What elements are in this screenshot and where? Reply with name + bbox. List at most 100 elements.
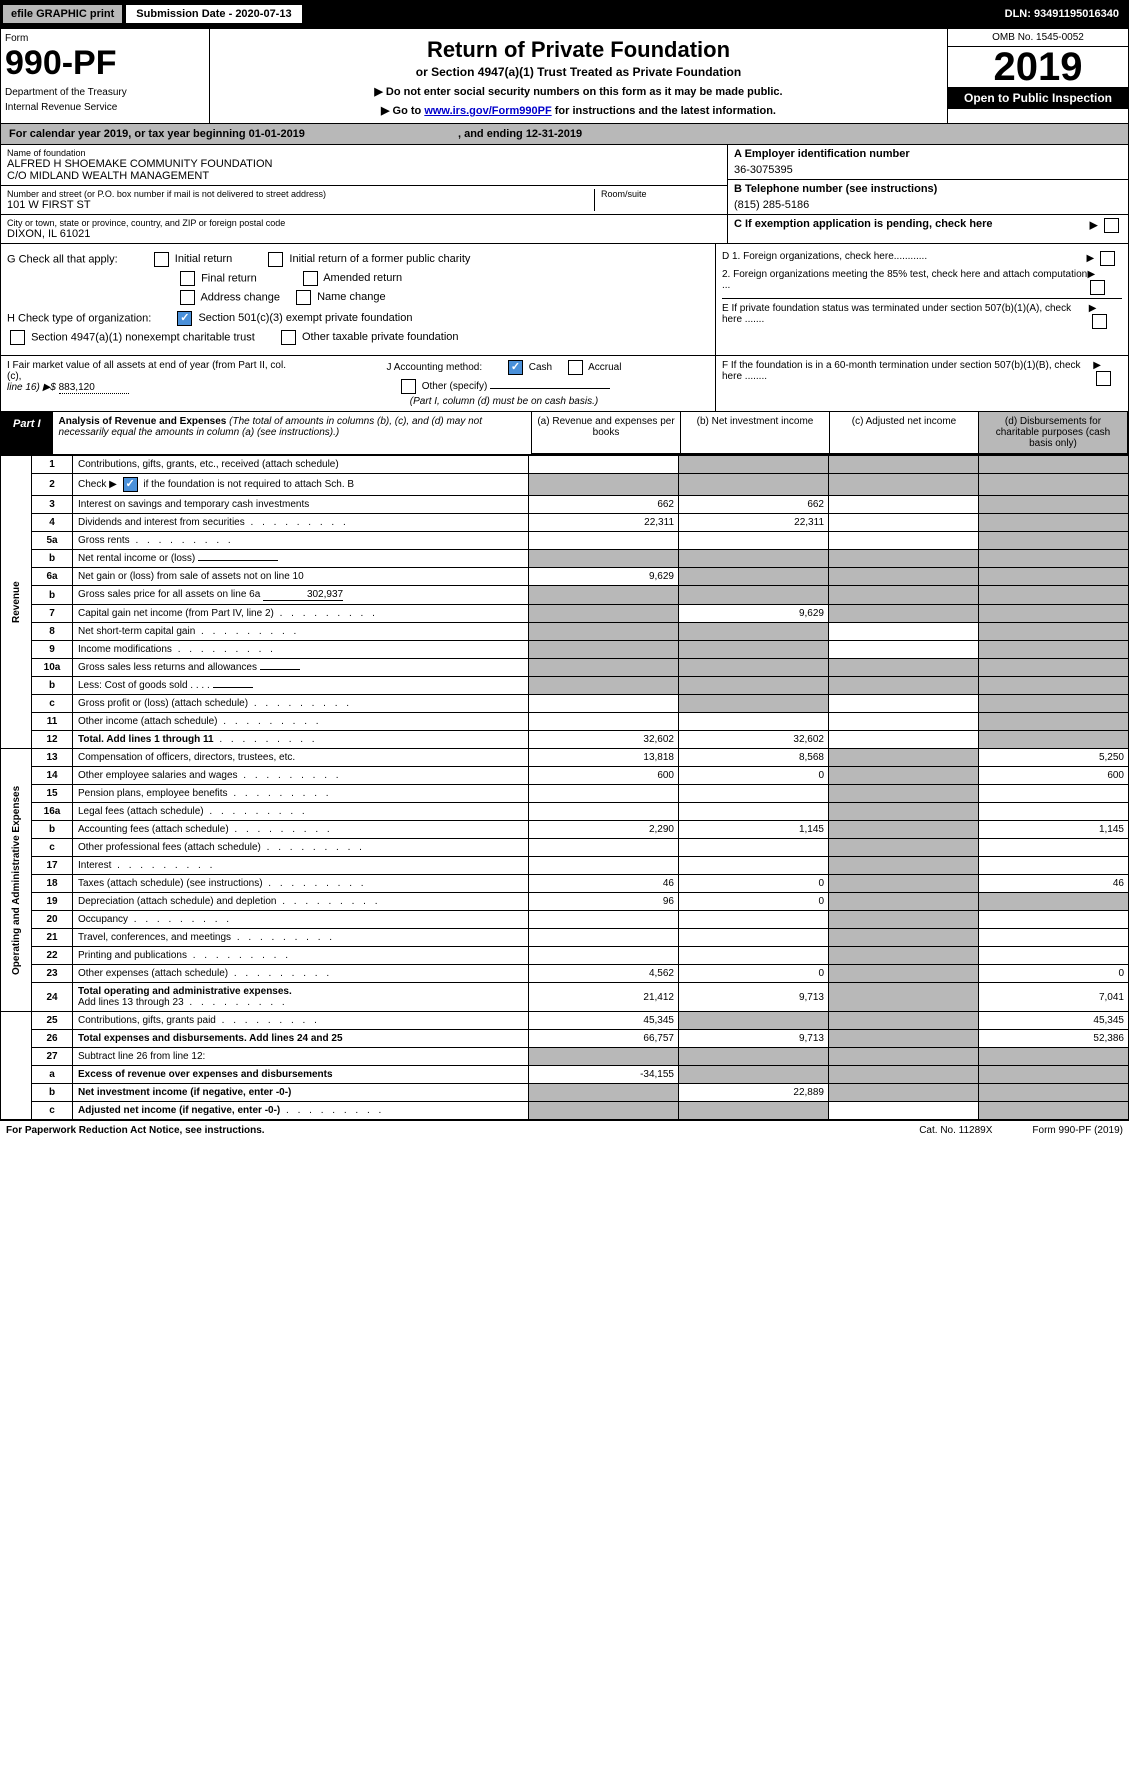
amt-b: 0	[679, 965, 829, 983]
irs-link[interactable]: www.irs.gov/Form990PF	[424, 105, 551, 117]
row-desc: Less: Cost of goods sold . . . .	[73, 677, 529, 695]
amt-a: 45,345	[529, 1012, 679, 1030]
row-desc: Occupancy	[73, 911, 529, 929]
row-num: 14	[32, 767, 73, 785]
row-desc: Net investment income (if negative, ente…	[73, 1084, 529, 1102]
row-num: 24	[32, 983, 73, 1012]
amt-b: 22,889	[679, 1084, 829, 1102]
g-name-checkbox[interactable]	[296, 290, 311, 305]
row-desc: Gross sales price for all assets on line…	[73, 586, 529, 605]
amt-b: 662	[679, 496, 829, 514]
g-label: G Check all that apply:	[7, 253, 118, 265]
amt-b: 9,713	[679, 983, 829, 1012]
row-num: 26	[32, 1030, 73, 1048]
amt-a: 22,311	[529, 514, 679, 532]
row-desc: Total expenses and disbursements. Add li…	[73, 1030, 529, 1048]
top-bar: efile GRAPHIC print Submission Date - 20…	[0, 0, 1129, 28]
amt-a: 2,290	[529, 821, 679, 839]
open-public: Open to Public Inspection	[948, 87, 1128, 109]
form-title: Return of Private Foundation	[216, 37, 941, 63]
amt-a: 9,629	[529, 568, 679, 586]
h-other-checkbox[interactable]	[281, 330, 296, 345]
instruction-2: ▶ Go to www.irs.gov/Form990PF for instru…	[216, 104, 941, 117]
amt-b: 0	[679, 767, 829, 785]
row-desc: Gross sales less returns and allowances	[73, 659, 529, 677]
amt-a: 662	[529, 496, 679, 514]
row-num: 6a	[32, 568, 73, 586]
h-other: Other taxable private foundation	[302, 331, 459, 343]
row-desc: Check ▶ if the foundation is not require…	[73, 474, 529, 496]
amt-d: 0	[979, 965, 1129, 983]
amt-d: 7,041	[979, 983, 1129, 1012]
row-desc: Excess of revenue over expenses and disb…	[73, 1066, 529, 1084]
form-number: 990-PF	[5, 44, 205, 83]
g-final-checkbox[interactable]	[180, 271, 195, 286]
row-desc: Legal fees (attach schedule)	[73, 803, 529, 821]
g-initial-former: Initial return of a former public charit…	[289, 253, 470, 265]
row-desc: Net short-term capital gain	[73, 623, 529, 641]
name-label: Name of foundation	[7, 148, 721, 158]
amt-a: 21,412	[529, 983, 679, 1012]
amt-d: 600	[979, 767, 1129, 785]
j-other-checkbox[interactable]	[401, 379, 416, 394]
schb-checkbox[interactable]	[123, 477, 138, 492]
row-num: b	[32, 677, 73, 695]
row-num: c	[32, 1102, 73, 1120]
amt-a: 96	[529, 893, 679, 911]
c-checkbox[interactable]	[1104, 218, 1119, 233]
f-checkbox[interactable]	[1096, 371, 1111, 386]
row-desc: Taxes (attach schedule) (see instruction…	[73, 875, 529, 893]
g-address: Address change	[200, 291, 280, 303]
row-desc: Printing and publications	[73, 947, 529, 965]
form-subtitle: or Section 4947(a)(1) Trust Treated as P…	[216, 65, 941, 79]
row-desc: Other income (attach schedule)	[73, 713, 529, 731]
city-state-zip: DIXON, IL 61021	[7, 228, 721, 240]
amt-a: -34,155	[529, 1066, 679, 1084]
e-checkbox[interactable]	[1092, 314, 1107, 329]
d2-checkbox[interactable]	[1090, 280, 1105, 295]
inst2-pre: ▶ Go to	[381, 105, 424, 117]
row-desc: Contributions, gifts, grants, etc., rece…	[73, 456, 529, 474]
g-initial-checkbox[interactable]	[154, 252, 169, 267]
section-h: H Check type of organization: Section 50…	[7, 311, 709, 345]
paperwork-notice: For Paperwork Reduction Act Notice, see …	[6, 1125, 265, 1136]
foundation-name-1: ALFRED H SHOEMAKE COMMUNITY FOUNDATION	[7, 158, 721, 170]
h-501c3-checkbox[interactable]	[177, 311, 192, 326]
row-num: 23	[32, 965, 73, 983]
row-num: b	[32, 550, 73, 568]
h-4947-checkbox[interactable]	[10, 330, 25, 345]
revenue-expense-table: Revenue 1Contributions, gifts, grants, e…	[0, 455, 1129, 1120]
row-num: 25	[32, 1012, 73, 1030]
d2-label: 2. Foreign organizations meeting the 85%…	[722, 269, 1087, 295]
j-cash-checkbox[interactable]	[508, 360, 523, 375]
form-ref: Form 990-PF (2019)	[1032, 1125, 1123, 1136]
calendar-year-row: For calendar year 2019, or tax year begi…	[0, 124, 1129, 145]
page-footer: For Paperwork Reduction Act Notice, see …	[0, 1120, 1129, 1140]
row-num: 22	[32, 947, 73, 965]
row-desc: Gross profit or (loss) (attach schedule)	[73, 695, 529, 713]
row-desc: Contributions, gifts, grants paid	[73, 1012, 529, 1030]
amt-b: 32,602	[679, 731, 829, 749]
amt-b: 9,713	[679, 1030, 829, 1048]
amt-d: 52,386	[979, 1030, 1129, 1048]
cat-no: Cat. No. 11289X	[919, 1125, 992, 1136]
col-a-header: (a) Revenue and expenses per books	[532, 412, 681, 454]
cal-begin: For calendar year 2019, or tax year begi…	[9, 128, 305, 140]
g-amended-checkbox[interactable]	[303, 271, 318, 286]
j-note: (Part I, column (d) must be on cash basi…	[299, 396, 709, 407]
g-address-checkbox[interactable]	[180, 290, 195, 305]
row-num: 3	[32, 496, 73, 514]
revenue-section-label: Revenue	[1, 456, 32, 749]
amt-a: 66,757	[529, 1030, 679, 1048]
d1-checkbox[interactable]	[1100, 251, 1115, 266]
row-num: 8	[32, 623, 73, 641]
h-501c3: Section 501(c)(3) exempt private foundat…	[198, 312, 412, 324]
j-accrual-checkbox[interactable]	[568, 360, 583, 375]
g-initial-former-checkbox[interactable]	[268, 252, 283, 267]
i-line: line 16) ▶$	[7, 382, 56, 393]
g-amended: Amended return	[323, 272, 402, 284]
row-num: b	[32, 821, 73, 839]
row-desc: Accounting fees (attach schedule)	[73, 821, 529, 839]
efile-print-button[interactable]: efile GRAPHIC print	[2, 4, 123, 24]
g-name: Name change	[317, 291, 386, 303]
